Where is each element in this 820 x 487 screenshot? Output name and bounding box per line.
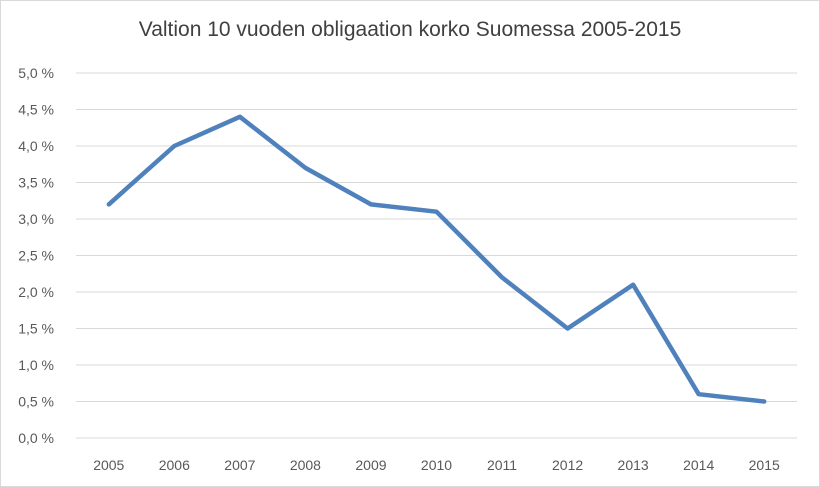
chart-title: Valtion 10 vuoden obligaation korko Suom… [138,18,682,41]
y-tick-label: 1,0 % [18,357,54,373]
gridlines [76,72,797,439]
y-tick-label: 1,5 % [18,321,54,337]
x-tick-label: 2012 [552,457,583,473]
y-tick-label: 3,5 % [18,175,54,191]
y-tick-label: 0,0 % [18,430,54,446]
y-tick-label: 2,0 % [18,284,54,300]
x-tick-label: 2010 [421,457,452,473]
x-axis-ticks: 2005 2006 2007 2008 2009 2010 2011 2012 2013 2014… [93,457,780,473]
x-tick-label: 2006 [159,457,190,473]
x-tick-label: 2008 [290,457,321,473]
y-tick-label: 4,5 % [18,102,54,118]
y-tick-label: 4,0 % [18,138,54,154]
x-tick-label: 2007 [224,457,255,473]
x-tick-label: 2013 [618,457,649,473]
x-tick-label: 2011 [487,457,517,473]
y-axis-ticks: 0,0 % 0,5 % 1,0 % 1,5 % 2,0 % 2,5 % 3,0 % 3,5 %… [18,65,54,446]
x-tick-label: 2009 [355,457,386,473]
x-tick-label: 2015 [749,457,780,473]
series-line [106,114,767,404]
x-tick-label: 2014 [683,457,714,473]
y-tick-label: 5,0 % [18,65,54,81]
x-tick-label: 2005 [93,457,124,473]
y-tick-label: 3,0 % [18,211,54,227]
series-layer [106,114,767,404]
y-tick-label: 0,5 % [18,394,54,410]
y-tick-label: 2,5 % [18,248,54,264]
